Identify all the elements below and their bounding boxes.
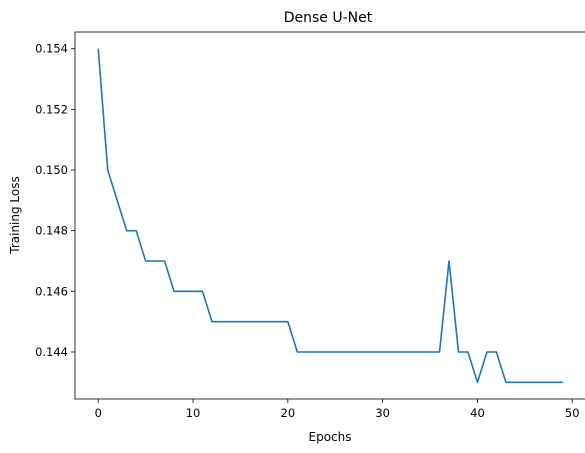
series-line <box>97 48 563 384</box>
x-tick-label: 0 <box>95 406 102 420</box>
x-tick-label: 10 <box>186 406 201 420</box>
x-tick-label: 50 <box>565 406 580 420</box>
y-tick-label: 0.146 <box>35 284 68 298</box>
chart-title: Dense U-Net <box>284 10 373 26</box>
x-tick-label: 40 <box>470 406 485 420</box>
y-tick-label: 0.152 <box>35 102 68 116</box>
x-tick-label: 20 <box>281 406 296 420</box>
plot-area <box>97 48 563 384</box>
y-tick-label: 0.150 <box>35 163 68 177</box>
plot-frame <box>74 31 585 400</box>
y-axis: 0.144 0.146 0.148 0.150 0.152 0.154 <box>35 42 75 359</box>
y-axis-label: Training Loss <box>8 176 22 254</box>
y-tick-label: 0.144 <box>35 345 68 359</box>
y-tick-label: 0.154 <box>35 42 68 56</box>
x-axis-label: Epochs <box>309 430 352 444</box>
y-tick-label: 0.148 <box>35 224 68 238</box>
x-axis: 0 10 20 30 40 50 <box>95 399 580 420</box>
x-tick-label: 30 <box>375 406 390 420</box>
